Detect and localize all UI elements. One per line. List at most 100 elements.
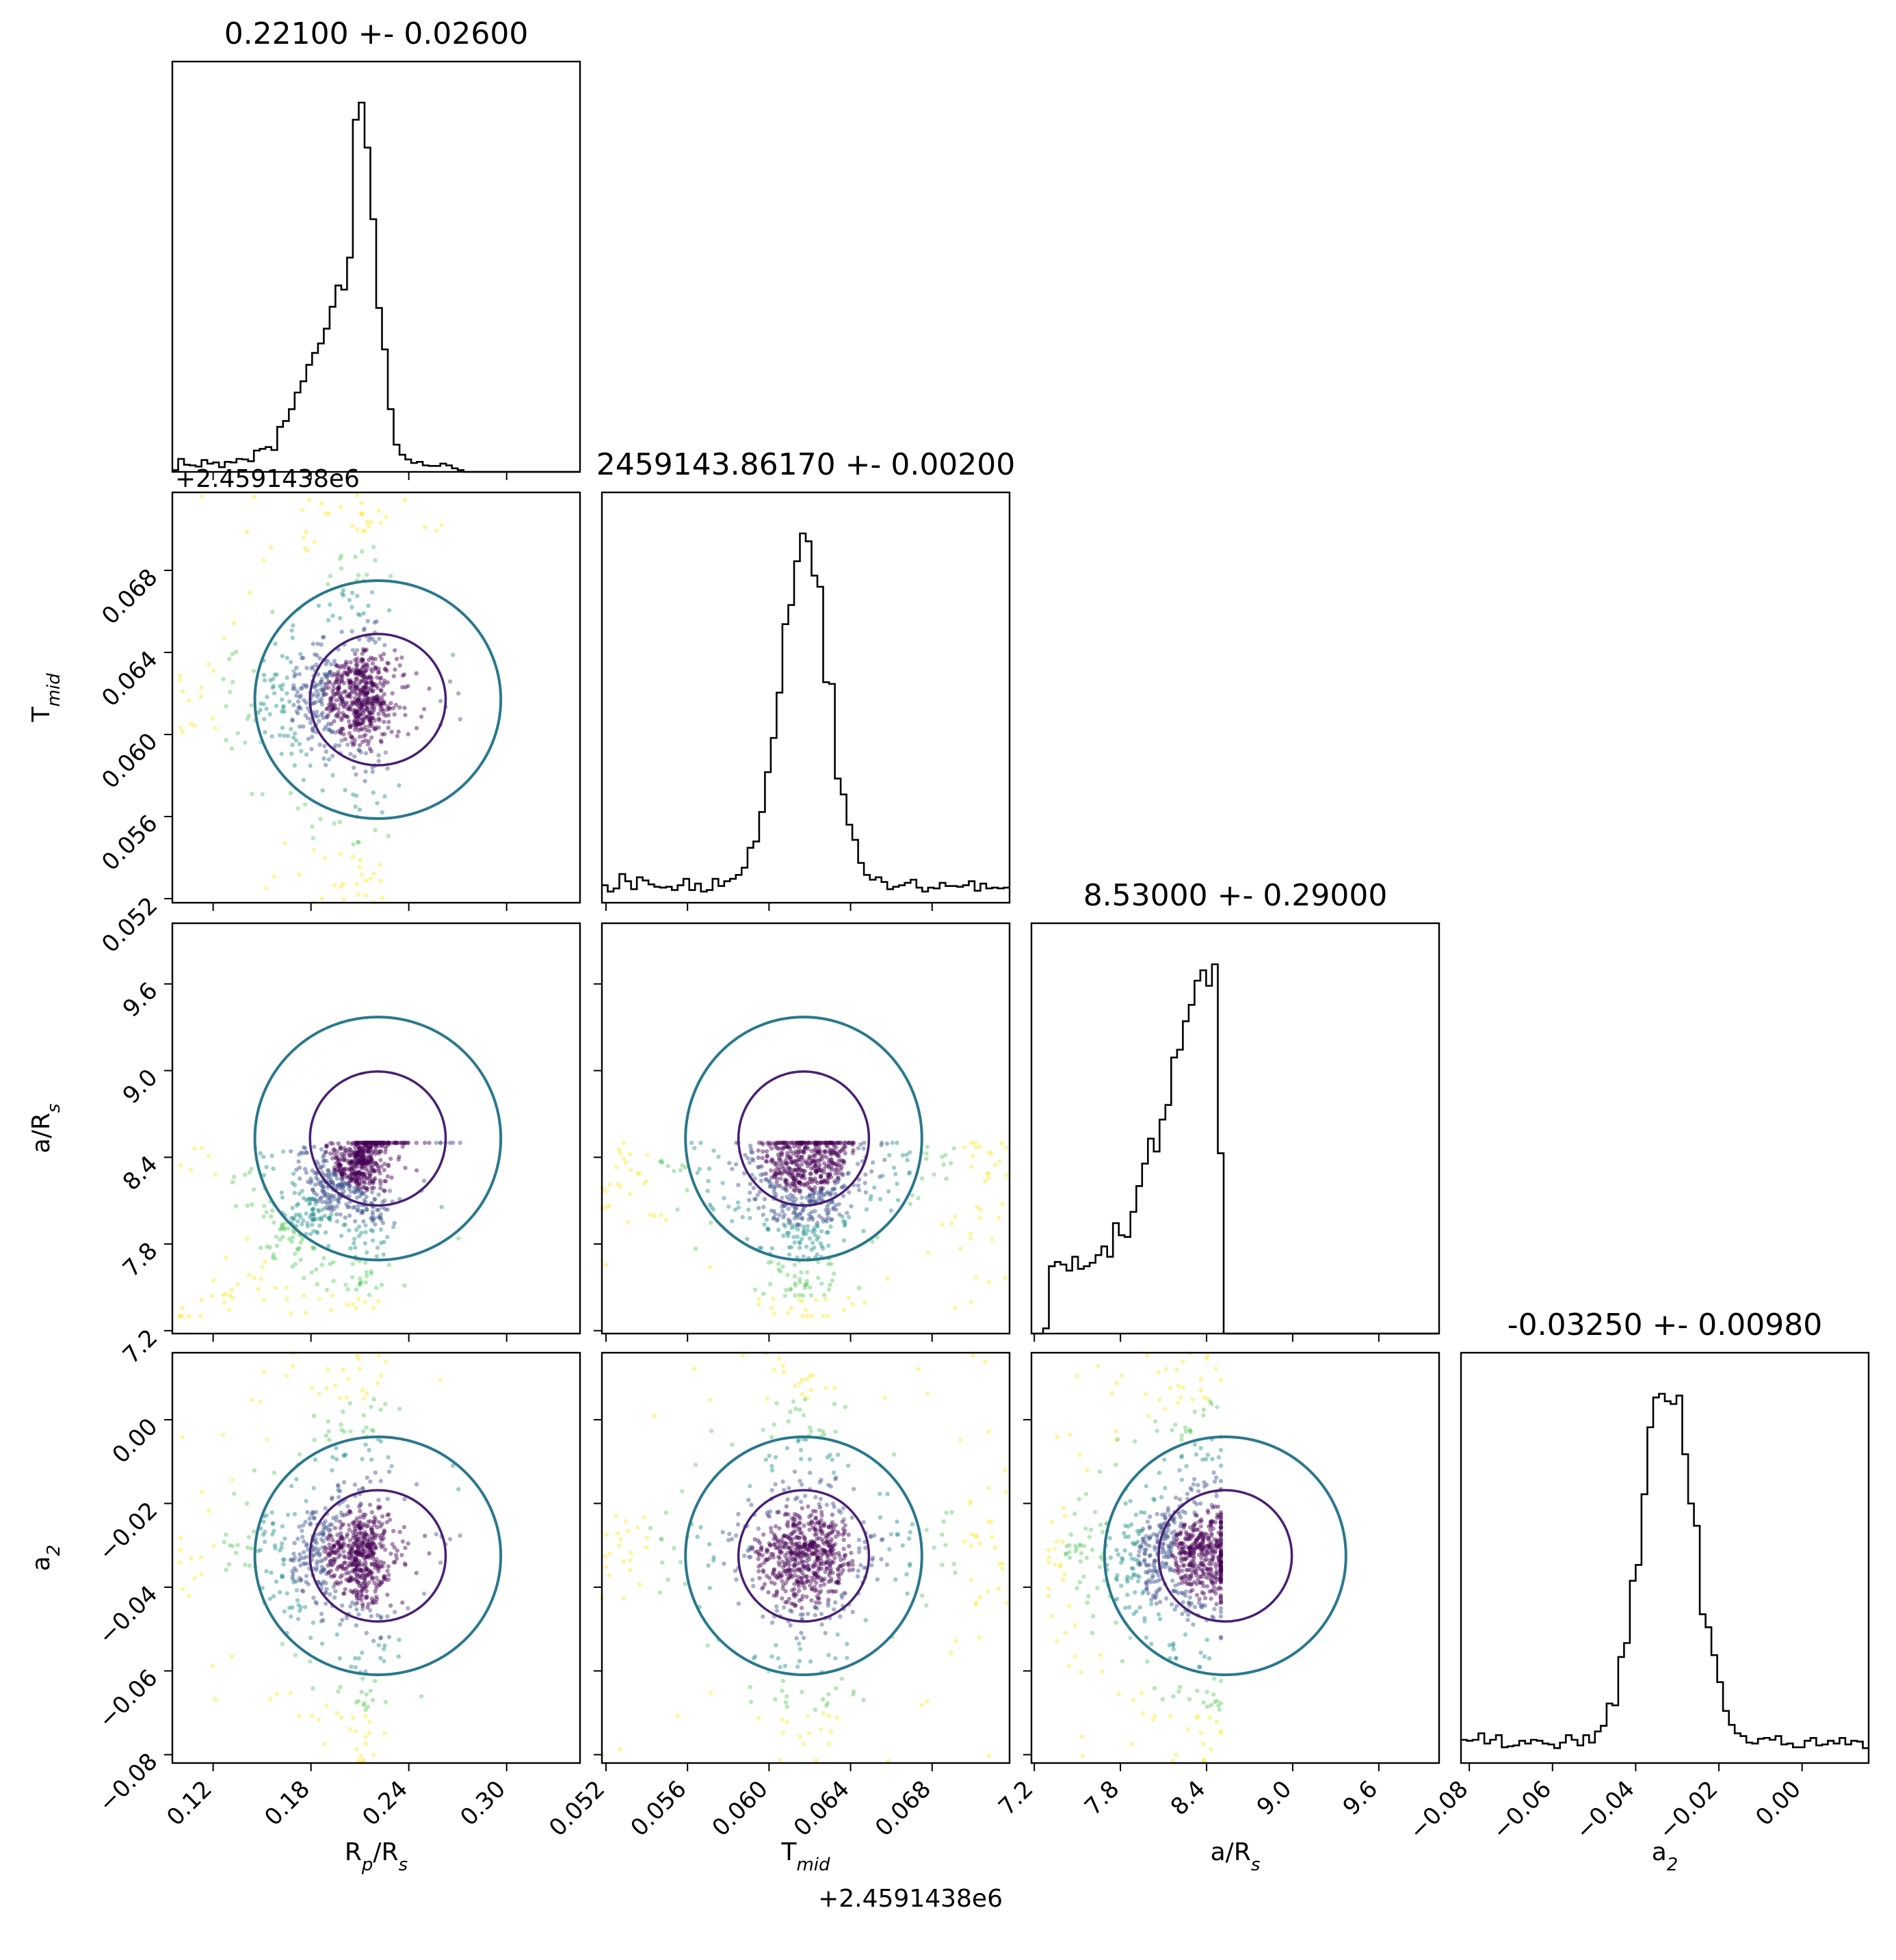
sample-point [340, 1536, 345, 1541]
sample-point [863, 1172, 868, 1177]
sample-point [356, 1580, 360, 1585]
sample-point [829, 1157, 834, 1163]
sample-point [355, 657, 360, 661]
sample-point [787, 1252, 792, 1257]
sample-point [324, 1546, 329, 1551]
sample-point [819, 1576, 824, 1580]
sample-point [336, 1163, 341, 1169]
sample-point [340, 1167, 345, 1172]
sample-point [298, 1608, 302, 1613]
sample-point [786, 1140, 791, 1145]
sample-point [346, 1181, 351, 1186]
sample-point [324, 1601, 328, 1606]
sample-point [337, 1168, 342, 1174]
sample-point [324, 1191, 329, 1196]
sample-point [777, 1167, 782, 1172]
sample-point [969, 1544, 974, 1548]
sample-point [371, 1541, 376, 1546]
sample-point [365, 708, 370, 713]
sample-point [198, 1555, 203, 1560]
sample-point [794, 1212, 799, 1217]
sample-point [350, 1176, 355, 1180]
sample-point [793, 1602, 798, 1608]
sample-point [830, 1457, 834, 1462]
sample-point [376, 1140, 381, 1145]
sample-point [817, 1150, 822, 1156]
sample-point [344, 1577, 349, 1582]
sample-point [778, 1758, 783, 1763]
sample-point [1133, 1590, 1137, 1595]
sample-point [343, 1560, 347, 1565]
sample-point [828, 1140, 833, 1145]
sample-point [781, 1233, 786, 1239]
sample-point [272, 1220, 276, 1225]
sample-point [344, 671, 350, 676]
sample-point [187, 1314, 192, 1319]
sample-point [350, 1178, 354, 1183]
sample-point [324, 1590, 328, 1595]
sample-point [419, 1694, 424, 1699]
sample-point [832, 1143, 837, 1148]
sample-point [297, 872, 302, 877]
sample-point [352, 754, 357, 759]
sample-point [338, 1157, 343, 1163]
sample-point [800, 1154, 804, 1159]
sample-point [321, 1158, 326, 1164]
sample-point [773, 1482, 778, 1487]
sample-point [772, 1542, 776, 1547]
sample-point [977, 1215, 982, 1221]
sample-point [318, 817, 323, 821]
sample-point [360, 1140, 365, 1145]
sample-point [336, 1158, 341, 1163]
sample-point [373, 1142, 378, 1147]
sample-point [270, 1532, 275, 1537]
sample-point [809, 1210, 815, 1215]
sample-point [177, 1314, 182, 1319]
sample-point [334, 1161, 339, 1165]
sample-point [1000, 1141, 1005, 1145]
sample-point [722, 1195, 726, 1201]
sample-point [778, 1574, 782, 1579]
sample-point [356, 670, 362, 675]
sample-point [361, 1429, 366, 1434]
sample-point [315, 694, 319, 699]
sample-point [756, 1538, 761, 1543]
sample-point [969, 1140, 974, 1145]
sample-point [350, 1141, 354, 1147]
sample-point [364, 1630, 369, 1635]
sample-point [334, 1518, 339, 1522]
sample-point [768, 1526, 774, 1531]
sample-point [370, 657, 376, 661]
sample-point [312, 1144, 317, 1150]
sample-point [774, 1589, 780, 1594]
sample-point [879, 1557, 884, 1562]
sample-point [772, 1215, 776, 1220]
sample-point [292, 674, 297, 679]
sample-point [366, 1145, 371, 1150]
sample-point [730, 1442, 735, 1447]
sample-point [659, 1536, 663, 1541]
sample-point [365, 1250, 369, 1255]
sample-point [800, 1140, 805, 1145]
sample-point [364, 1565, 369, 1570]
sample-point [1192, 1442, 1198, 1447]
sample-point [308, 1232, 313, 1236]
sample-point [308, 1180, 313, 1185]
sample-point [285, 1373, 289, 1379]
sample-point [875, 1235, 880, 1240]
sample-point [301, 1151, 306, 1156]
sample-point [311, 665, 315, 670]
sample-point [301, 778, 306, 782]
sample-point [1086, 1594, 1091, 1599]
sample-point [831, 1187, 837, 1192]
sample-point [332, 1526, 338, 1531]
sample-point [695, 1535, 700, 1539]
sample-point [373, 1517, 378, 1522]
sample-point [891, 1165, 897, 1170]
sample-point [870, 1239, 875, 1244]
sample-point [834, 1145, 839, 1150]
sample-point [799, 1141, 804, 1147]
sample-point [334, 1167, 339, 1172]
sample-point [330, 706, 335, 711]
sample-point [363, 778, 367, 784]
